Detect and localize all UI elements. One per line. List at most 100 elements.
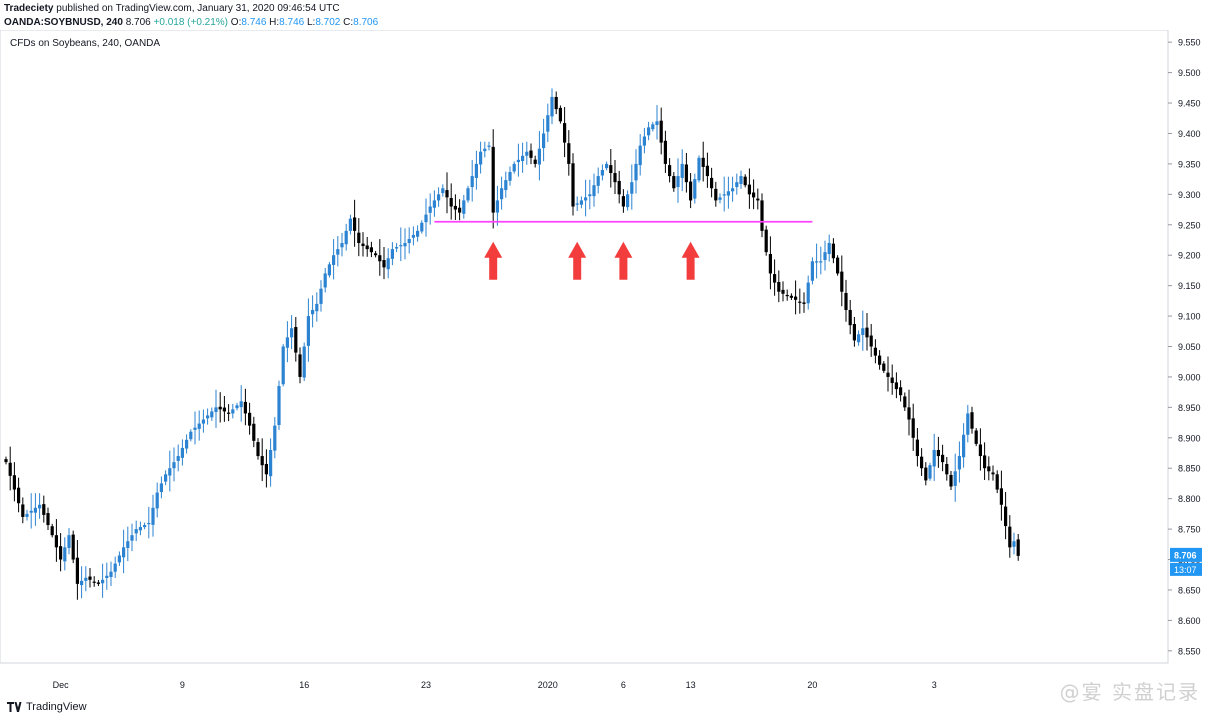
y-tick-label: 9.000 xyxy=(1178,372,1201,382)
candle xyxy=(743,174,747,188)
candle xyxy=(399,227,403,262)
candle-body xyxy=(621,196,625,207)
candle-body xyxy=(71,534,75,560)
plot-area[interactable] xyxy=(0,30,1169,664)
candle xyxy=(672,172,676,192)
candle-body xyxy=(403,243,407,247)
candle xyxy=(861,310,865,351)
candle-body xyxy=(936,449,940,457)
candle xyxy=(873,339,877,364)
candle xyxy=(210,407,214,421)
candle-body xyxy=(218,406,222,410)
candle-body xyxy=(357,232,361,244)
candle-body xyxy=(558,107,562,122)
candle-body xyxy=(613,173,617,183)
candle-body xyxy=(306,316,310,346)
candle-body xyxy=(474,163,478,178)
candle xyxy=(689,173,693,209)
publisher-name[interactable]: Tradeciety xyxy=(4,3,54,14)
candle xyxy=(348,214,352,235)
candle-body xyxy=(281,346,285,385)
candle-body xyxy=(407,238,411,244)
candle-body xyxy=(512,163,516,172)
candle-body xyxy=(227,412,231,414)
candle-body xyxy=(991,472,995,475)
candle-body xyxy=(428,206,432,213)
candle xyxy=(252,416,256,448)
candle xyxy=(777,270,781,303)
candle xyxy=(332,239,336,280)
candle xyxy=(609,148,613,188)
candle xyxy=(588,179,592,210)
x-tick-label: 6 xyxy=(621,680,626,690)
candle xyxy=(462,194,466,219)
candle-body xyxy=(382,260,386,268)
candle-body xyxy=(214,407,218,413)
candle xyxy=(642,127,646,154)
candle xyxy=(999,470,1003,521)
publish-info: Tradeciety published on TradingView.com,… xyxy=(4,2,1164,15)
candle-body xyxy=(445,190,449,198)
candle-body xyxy=(113,563,117,572)
candle xyxy=(974,428,978,447)
candle xyxy=(386,248,390,279)
x-tick-label: 9 xyxy=(180,680,185,690)
chart-header: Tradeciety published on TradingView.com,… xyxy=(4,2,1164,29)
candle xyxy=(403,228,407,260)
candle-body xyxy=(668,165,672,177)
candle-body xyxy=(4,459,8,463)
candle-body xyxy=(411,234,415,238)
candle xyxy=(978,428,982,471)
candle-body xyxy=(596,176,600,186)
candle-body xyxy=(298,354,302,377)
arrow-up-icon xyxy=(614,241,633,280)
candle-body xyxy=(302,346,306,378)
candle xyxy=(273,417,277,459)
candle-body xyxy=(651,124,655,130)
tradingview-logo-icon xyxy=(7,702,22,712)
candle-body xyxy=(1016,539,1020,556)
candle xyxy=(323,267,327,293)
candle-body xyxy=(197,423,201,429)
candle-body xyxy=(672,176,676,189)
candle xyxy=(256,438,260,460)
candle-body xyxy=(609,165,613,174)
candle-body xyxy=(122,547,126,558)
candle xyxy=(151,494,155,537)
candle-body xyxy=(735,182,739,188)
candle-body xyxy=(344,230,348,245)
candle-body xyxy=(449,197,453,207)
candle-body xyxy=(899,387,903,396)
annotations: 8.706 13:07 xyxy=(434,220,1202,576)
candle xyxy=(411,226,415,246)
candle-body xyxy=(264,463,268,475)
candle xyxy=(29,493,33,529)
candle-body xyxy=(680,163,684,178)
price-chart[interactable]: CFDs on Soybeans, 240, OANDA 9.550 9.500 9… xyxy=(0,30,1210,692)
candle xyxy=(542,118,546,162)
y-tick-label: 9.400 xyxy=(1178,129,1201,139)
brand-label[interactable]: TradingView xyxy=(26,701,87,713)
candle xyxy=(248,402,252,435)
candle-body xyxy=(999,488,1003,505)
candle xyxy=(222,396,226,422)
candle-body xyxy=(206,415,210,419)
candle xyxy=(882,361,886,374)
candle xyxy=(336,236,340,267)
candle xyxy=(487,141,491,151)
candle xyxy=(315,292,319,322)
candle-body xyxy=(537,148,541,165)
x-tick-label: 3 xyxy=(932,680,937,690)
y-tick-label: 8.850 xyxy=(1178,464,1201,474)
candle-body xyxy=(605,163,609,169)
candle-body xyxy=(869,335,873,347)
x-tick-label: 2020 xyxy=(538,680,558,690)
candle-body xyxy=(579,200,583,205)
time-axis[interactable]: Dec 9 16 23 2020 6 13 20 3 xyxy=(0,662,1168,690)
candle xyxy=(936,436,940,468)
candle xyxy=(508,166,512,186)
candle xyxy=(96,580,100,587)
countdown-label: 13:07 xyxy=(1174,565,1197,575)
symbol-label[interactable]: OANDA:SOYBNUSD, 240 xyxy=(4,17,123,28)
candle xyxy=(420,220,424,234)
